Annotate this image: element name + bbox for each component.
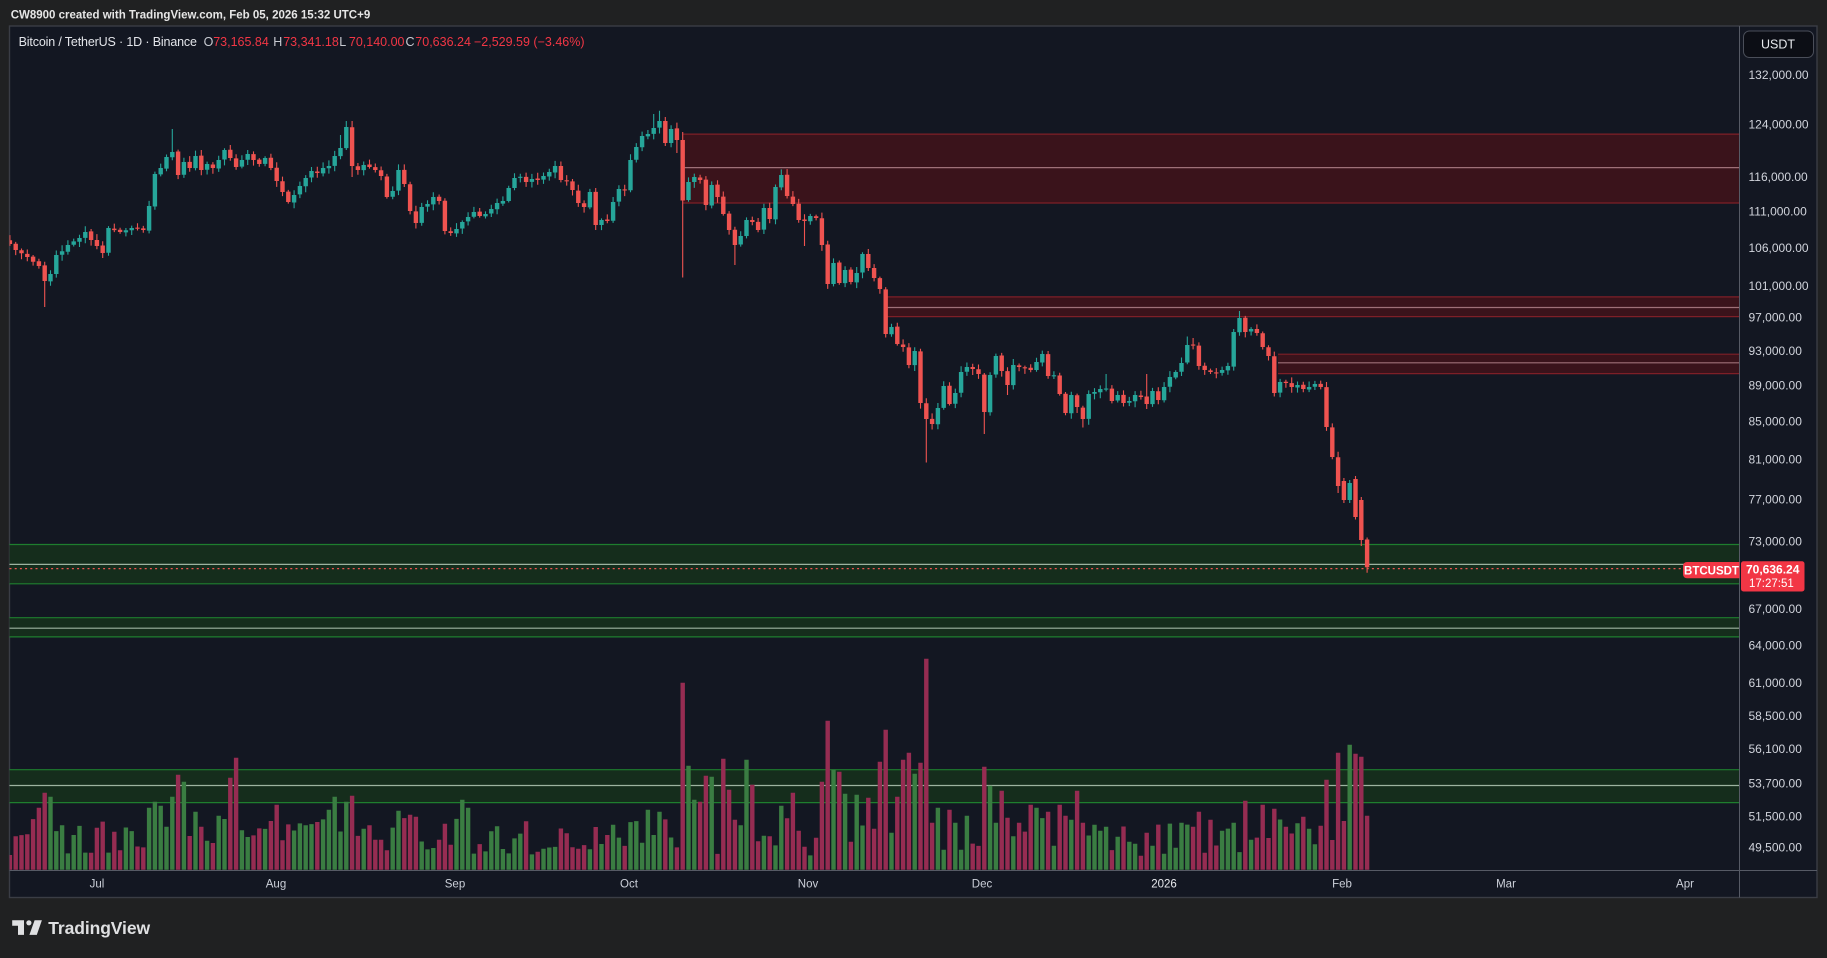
svg-text:Feb: Feb (1332, 879, 1352, 891)
svg-text:73,165.84: 73,165.84 (213, 35, 269, 49)
svg-text:85,000.00: 85,000.00 (1749, 415, 1803, 429)
svg-text:101,000.00: 101,000.00 (1749, 279, 1809, 293)
svg-text:Mar: Mar (1496, 879, 1516, 891)
svg-text:C: C (406, 35, 415, 49)
svg-text:97,000.00: 97,000.00 (1749, 311, 1803, 325)
svg-text:Dec: Dec (972, 879, 993, 891)
svg-text:58,500.00: 58,500.00 (1749, 709, 1803, 723)
svg-text:106,000.00: 106,000.00 (1749, 241, 1809, 255)
svg-text:67,000.00: 67,000.00 (1749, 602, 1803, 616)
svg-text:89,000.00: 89,000.00 (1749, 379, 1803, 393)
svg-text:TradingView: TradingView (48, 918, 150, 938)
svg-text:73,000.00: 73,000.00 (1749, 535, 1803, 549)
svg-text:56,100.00: 56,100.00 (1749, 742, 1803, 756)
svg-text:93,000.00: 93,000.00 (1749, 344, 1803, 358)
svg-text:CW8900 created with TradingVie: CW8900 created with TradingView.com, Feb… (11, 9, 371, 21)
svg-text:51,500.00: 51,500.00 (1749, 810, 1803, 824)
svg-text:Sep: Sep (445, 879, 465, 891)
svg-text:124,000.00: 124,000.00 (1749, 117, 1809, 131)
svg-text:Jul: Jul (90, 879, 105, 891)
svg-text:L: L (339, 35, 346, 49)
svg-text:Nov: Nov (798, 879, 819, 891)
svg-text:61,000.00: 61,000.00 (1749, 676, 1803, 690)
svg-text:70,636.24: 70,636.24 (1746, 563, 1800, 577)
svg-text:70,140.00: 70,140.00 (349, 35, 405, 49)
svg-text:USDT: USDT (1761, 38, 1795, 52)
svg-text:17:27:51: 17:27:51 (1749, 578, 1794, 590)
svg-text:116,000.00: 116,000.00 (1749, 170, 1808, 184)
svg-text:−2,529.59 (−3.46%): −2,529.59 (−3.46%) (474, 35, 585, 49)
svg-text:2026: 2026 (1151, 879, 1177, 891)
svg-text:49,500.00: 49,500.00 (1749, 841, 1803, 855)
svg-text:111,000.00: 111,000.00 (1749, 205, 1808, 219)
svg-text:Bitcoin / TetherUS · 1D · Bina: Bitcoin / TetherUS · 1D · Binance (19, 35, 197, 49)
svg-text:132,000.00: 132,000.00 (1749, 68, 1809, 82)
svg-text:H: H (273, 35, 282, 49)
svg-text:Aug: Aug (266, 879, 286, 891)
svg-text:70,636.24: 70,636.24 (415, 35, 471, 49)
svg-text:BTCUSDT: BTCUSDT (1684, 565, 1739, 577)
svg-text:81,000.00: 81,000.00 (1749, 453, 1803, 467)
svg-text:Apr: Apr (1676, 879, 1694, 891)
svg-text:64,000.00: 64,000.00 (1749, 638, 1803, 652)
svg-text:77,000.00: 77,000.00 (1749, 493, 1803, 507)
svg-text:Oct: Oct (620, 879, 639, 891)
svg-text:O: O (204, 35, 214, 49)
svg-text:53,700.00: 53,700.00 (1749, 777, 1803, 791)
svg-text:73,341.18: 73,341.18 (283, 35, 339, 49)
